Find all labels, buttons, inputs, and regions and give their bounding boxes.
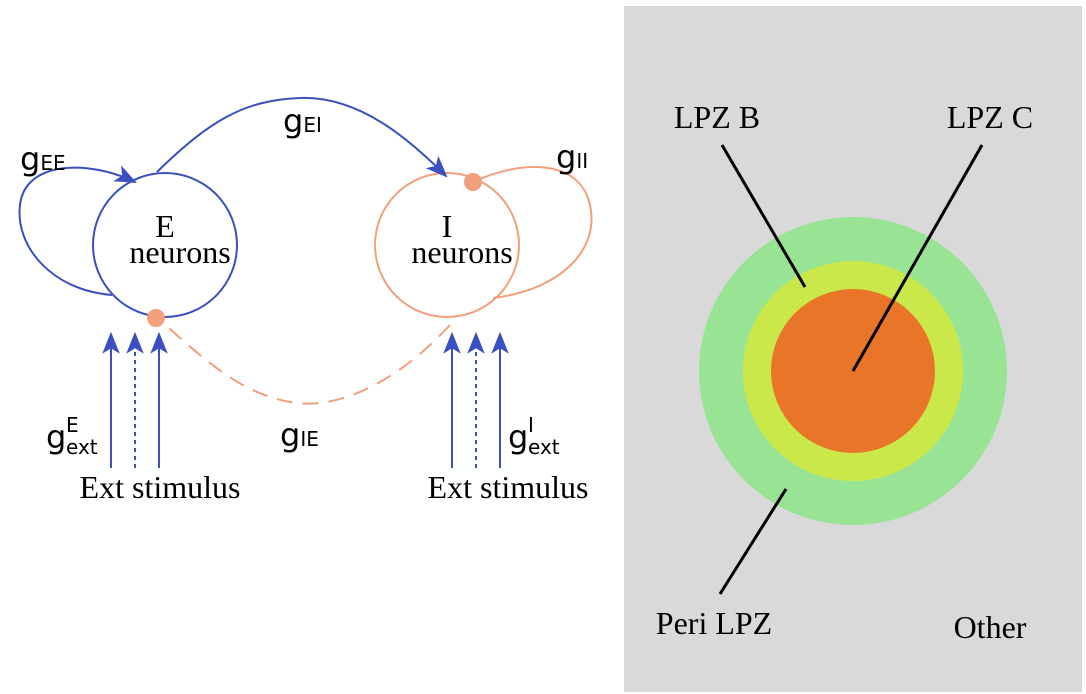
gII-self-loop <box>472 166 593 299</box>
svg-text:I: I <box>528 413 534 437</box>
gII-synapse-dot <box>464 173 482 191</box>
gIE-synapse-dot <box>147 309 165 327</box>
gEI-label: gEI <box>283 102 322 140</box>
peri-lpz-leader-line <box>718 488 788 595</box>
lpz-c-leader-line <box>851 144 984 372</box>
e-neurons-circle <box>92 172 238 318</box>
e-neurons-label-2: neurons <box>129 234 230 270</box>
ext-stimulus-label-right: Ext stimulus <box>428 469 589 505</box>
lpz-b-leader-line <box>720 144 807 288</box>
ext-stimulus-label-left: Ext stimulus <box>80 469 241 505</box>
svg-text:g: g <box>46 418 66 456</box>
i-external-input <box>443 331 509 468</box>
lpz-b-label: LPZ B <box>674 99 760 135</box>
gEE-label: gEE <box>20 140 66 178</box>
i-neurons-label-1: I <box>442 208 453 244</box>
svg-text:ext: ext <box>66 435 98 459</box>
gII-label: gII <box>556 138 588 176</box>
gEI-connection <box>156 96 448 178</box>
e-external-input <box>102 331 168 468</box>
svg-text:E: E <box>66 413 79 437</box>
e-neurons-label-1: E <box>155 208 175 244</box>
panel-b: LPZ B LPZ C Peri LPZ Other <box>624 6 1082 692</box>
gextE-label: g E ext <box>46 413 98 459</box>
svg-text:ext: ext <box>528 435 560 459</box>
i-neurons-label-2: neurons <box>411 234 512 270</box>
gIE-label: gIE <box>280 416 319 454</box>
gextI-label: g I ext <box>508 413 560 459</box>
e-population: E neurons <box>92 172 238 318</box>
peri-lpz-label: Peri LPZ <box>656 605 772 641</box>
gEE-self-loop <box>18 165 137 296</box>
gIE-connection <box>161 321 451 405</box>
panel-a: E neurons I neurons <box>18 96 593 505</box>
other-label: Other <box>954 609 1027 645</box>
svg-text:g: g <box>508 418 528 456</box>
lpz-c-label: LPZ C <box>947 99 1033 135</box>
i-population: I neurons <box>374 172 520 318</box>
